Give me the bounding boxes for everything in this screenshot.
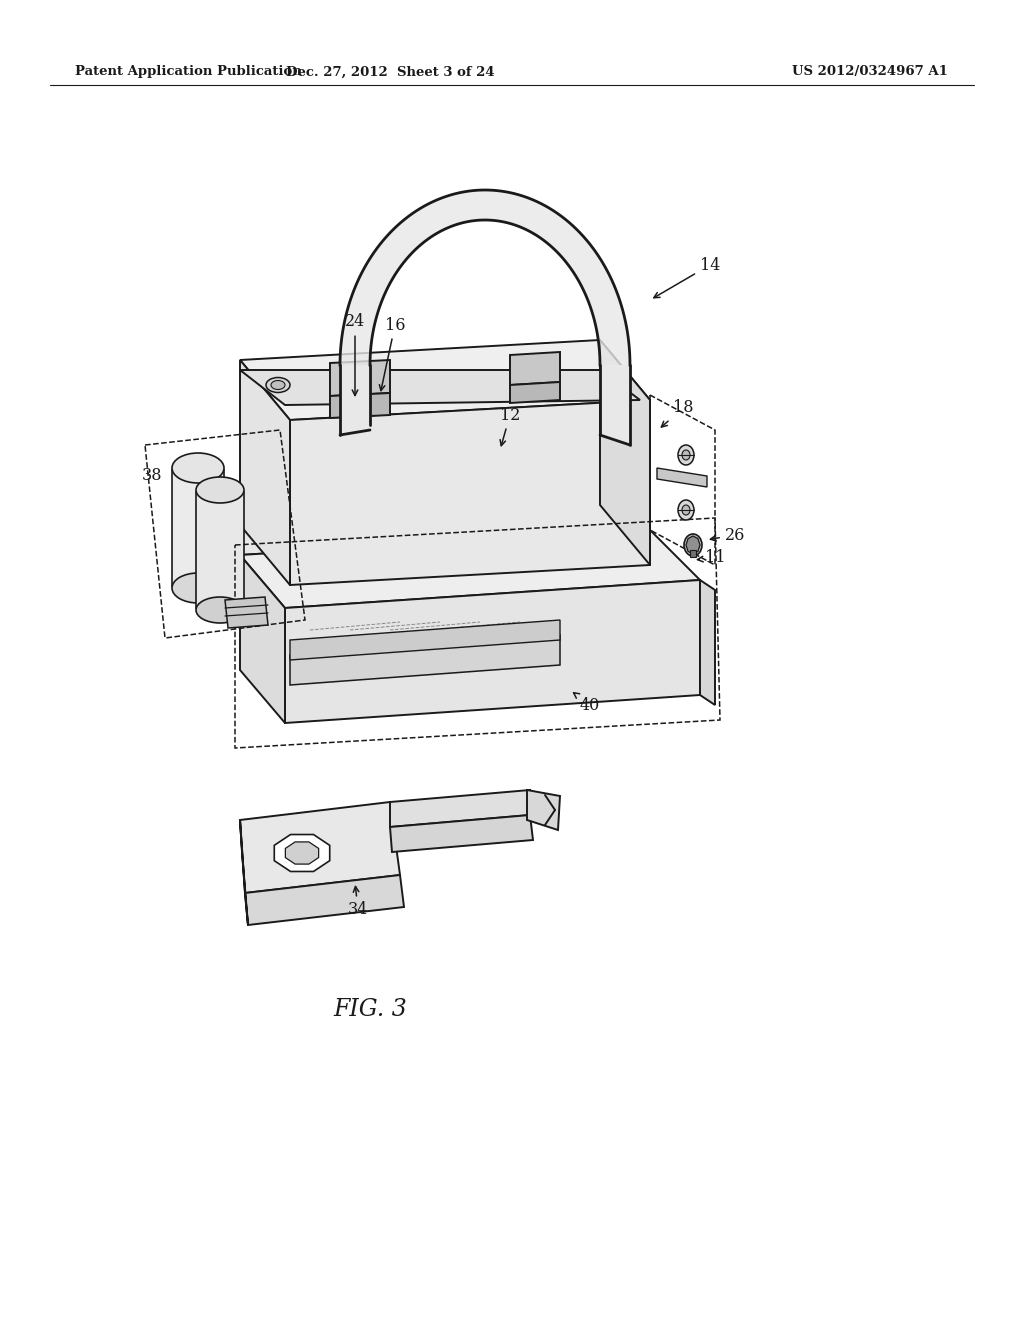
Text: 16: 16 — [379, 317, 406, 391]
Text: US 2012/0324967 A1: US 2012/0324967 A1 — [792, 66, 948, 78]
Text: FIG. 3: FIG. 3 — [333, 998, 407, 1022]
Ellipse shape — [266, 378, 290, 392]
Polygon shape — [690, 550, 696, 557]
Ellipse shape — [682, 450, 690, 459]
Polygon shape — [290, 635, 560, 685]
Polygon shape — [240, 803, 400, 894]
Polygon shape — [286, 842, 318, 865]
Text: 34: 34 — [348, 887, 369, 919]
Polygon shape — [330, 360, 390, 396]
Text: 38: 38 — [141, 466, 162, 483]
Polygon shape — [600, 341, 650, 565]
Ellipse shape — [682, 506, 690, 515]
Polygon shape — [245, 875, 404, 925]
Polygon shape — [390, 814, 534, 851]
Text: 11: 11 — [697, 549, 725, 566]
Ellipse shape — [271, 380, 285, 389]
Polygon shape — [657, 469, 707, 487]
Polygon shape — [240, 360, 290, 585]
Polygon shape — [686, 536, 700, 554]
Text: 24: 24 — [345, 314, 366, 396]
Polygon shape — [274, 834, 330, 871]
Polygon shape — [225, 597, 268, 628]
Polygon shape — [510, 381, 560, 403]
Ellipse shape — [678, 445, 694, 465]
Text: 12: 12 — [500, 407, 520, 446]
Polygon shape — [600, 366, 630, 445]
Polygon shape — [340, 366, 370, 436]
Polygon shape — [285, 579, 700, 723]
Ellipse shape — [196, 477, 244, 503]
Polygon shape — [240, 820, 248, 925]
Text: 18: 18 — [662, 400, 693, 428]
PathPatch shape — [340, 190, 630, 366]
Polygon shape — [510, 352, 560, 385]
Text: 40: 40 — [573, 693, 600, 714]
Ellipse shape — [172, 453, 224, 483]
Polygon shape — [240, 341, 650, 420]
Polygon shape — [240, 370, 640, 405]
Polygon shape — [240, 495, 650, 554]
Polygon shape — [290, 400, 650, 585]
Text: Patent Application Publication: Patent Application Publication — [75, 66, 302, 78]
Polygon shape — [172, 470, 224, 586]
Ellipse shape — [684, 535, 702, 556]
Text: 26: 26 — [711, 527, 745, 544]
Text: 14: 14 — [654, 256, 720, 298]
Polygon shape — [700, 579, 715, 705]
Polygon shape — [527, 789, 560, 830]
Ellipse shape — [172, 573, 224, 603]
Polygon shape — [290, 620, 560, 660]
Polygon shape — [196, 492, 244, 609]
Polygon shape — [390, 789, 530, 828]
Ellipse shape — [196, 597, 244, 623]
Polygon shape — [240, 531, 700, 609]
Polygon shape — [330, 393, 390, 418]
Polygon shape — [240, 554, 285, 723]
Text: Dec. 27, 2012  Sheet 3 of 24: Dec. 27, 2012 Sheet 3 of 24 — [286, 66, 495, 78]
Ellipse shape — [678, 500, 694, 520]
